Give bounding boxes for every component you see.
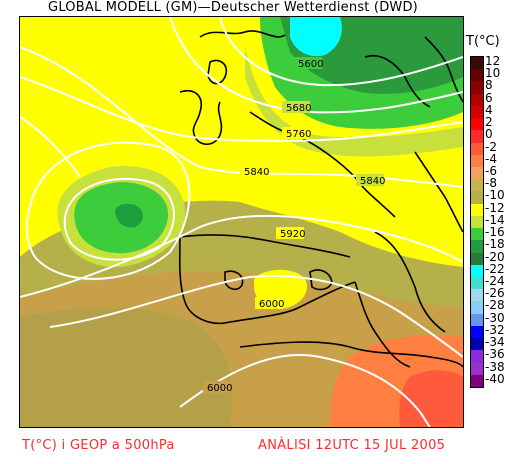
- legend-swatch: [471, 118, 483, 131]
- legend-title: T(°C): [466, 34, 500, 49]
- legend-label: -2: [485, 139, 497, 154]
- legend-swatch: [471, 277, 483, 290]
- legend-label: 12: [485, 54, 501, 68]
- legend-swatch: [471, 142, 483, 156]
- legend-label: -24: [485, 274, 505, 288]
- coastlines: [178, 30, 463, 368]
- legend-swatch: [471, 203, 483, 217]
- footer-analysis-date: ANÀLISI 12UTC 15 JUL 2005: [258, 438, 446, 453]
- legend-swatch: [471, 93, 483, 107]
- legend-label: -22: [485, 261, 505, 276]
- legend-swatch: [471, 130, 483, 144]
- contour-5600: [219, 17, 463, 87]
- legend-swatch: [471, 325, 483, 339]
- footer-variable-label: T(°C) i GEOP a 500hPa: [22, 438, 175, 453]
- temp-field-yellow-west: [20, 57, 54, 207]
- legend-swatch: [471, 240, 483, 254]
- contour-label-5920: 5920: [280, 229, 305, 240]
- legend-label: 10: [485, 66, 501, 81]
- contour-label-5680: 5680: [286, 103, 311, 114]
- page-title: GLOBAL MODELL (GM)—Deutscher Wetterdiens…: [48, 0, 418, 15]
- contour-label-5840-east: 5840: [360, 176, 385, 187]
- legend-swatch: [471, 154, 483, 168]
- legend-swatch: [471, 69, 483, 82]
- contour-label-6000-south: 6000: [207, 383, 232, 394]
- legend-swatch: [471, 289, 483, 302]
- legend-color-bar: [470, 56, 484, 388]
- legend-label: -16: [485, 225, 505, 240]
- legend-swatch: [471, 264, 483, 278]
- contour-label-5840-west: 5840: [244, 167, 269, 178]
- legend-label: -28: [485, 298, 505, 313]
- legend-label: 6: [485, 90, 493, 105]
- legend-swatch: [471, 338, 483, 351]
- legend-label: -20: [485, 249, 505, 264]
- temp-field-red-southeast: [399, 370, 463, 427]
- legend-label: -32: [485, 322, 505, 337]
- legend-swatch: [471, 252, 483, 266]
- legend-label: -4: [485, 151, 497, 166]
- contour-5760-west: [20, 116, 81, 178]
- legend-label: 0: [485, 127, 493, 142]
- legend-swatch: [471, 191, 483, 205]
- legend-label: -34: [485, 335, 505, 350]
- contour-label-5760: 5760: [286, 129, 311, 140]
- legend-label: -38: [485, 359, 505, 374]
- legend-label: 8: [485, 78, 493, 93]
- legend-label: -18: [485, 237, 505, 252]
- contour-labels: 5600 5680 5760 5840 5840 5920 6000 6000: [203, 57, 385, 394]
- legend-swatch: [471, 57, 483, 70]
- legend-swatch: [471, 313, 483, 327]
- legend-label: 2: [485, 115, 493, 130]
- weather-map: 5600 5680 5760 5840 5840 5920 6000 6000: [19, 16, 464, 428]
- legend-label: -30: [485, 310, 505, 325]
- legend-swatch: [471, 301, 483, 315]
- temp-field-darkgreen-low: [115, 203, 143, 228]
- contour-6000-south: [179, 354, 431, 427]
- legend-swatch: [471, 105, 483, 119]
- legend-label: -8: [485, 176, 497, 191]
- contour-label-5600: 5600: [298, 59, 323, 70]
- legend-swatch: [471, 374, 483, 388]
- legend-label: 4: [485, 102, 493, 117]
- legend-swatch: [471, 179, 483, 192]
- legend-swatch: [471, 215, 483, 229]
- legend-swatch: [471, 81, 483, 95]
- legend-label: -14: [485, 212, 505, 227]
- legend-label: -6: [485, 164, 497, 178]
- contour-label-6000: 6000: [259, 299, 284, 310]
- legend-swatch: [471, 362, 483, 376]
- contour-5920: [20, 214, 463, 298]
- temp-field-cyan-core: [290, 17, 342, 57]
- legend-swatch: [471, 350, 483, 364]
- temp-field-khaki-southwest: [20, 307, 233, 427]
- legend-label: -10: [485, 188, 505, 203]
- legend-label: -26: [485, 286, 505, 301]
- legend-label: -36: [485, 347, 505, 362]
- contour-5760: [20, 76, 463, 143]
- legend-swatch: [471, 167, 483, 180]
- temp-field-lightgreen-fringe: [245, 47, 463, 157]
- legend-label: -12: [485, 200, 505, 215]
- legend-label: -40: [485, 371, 505, 386]
- legend-swatch: [471, 228, 483, 241]
- contour-6000: [49, 275, 463, 358]
